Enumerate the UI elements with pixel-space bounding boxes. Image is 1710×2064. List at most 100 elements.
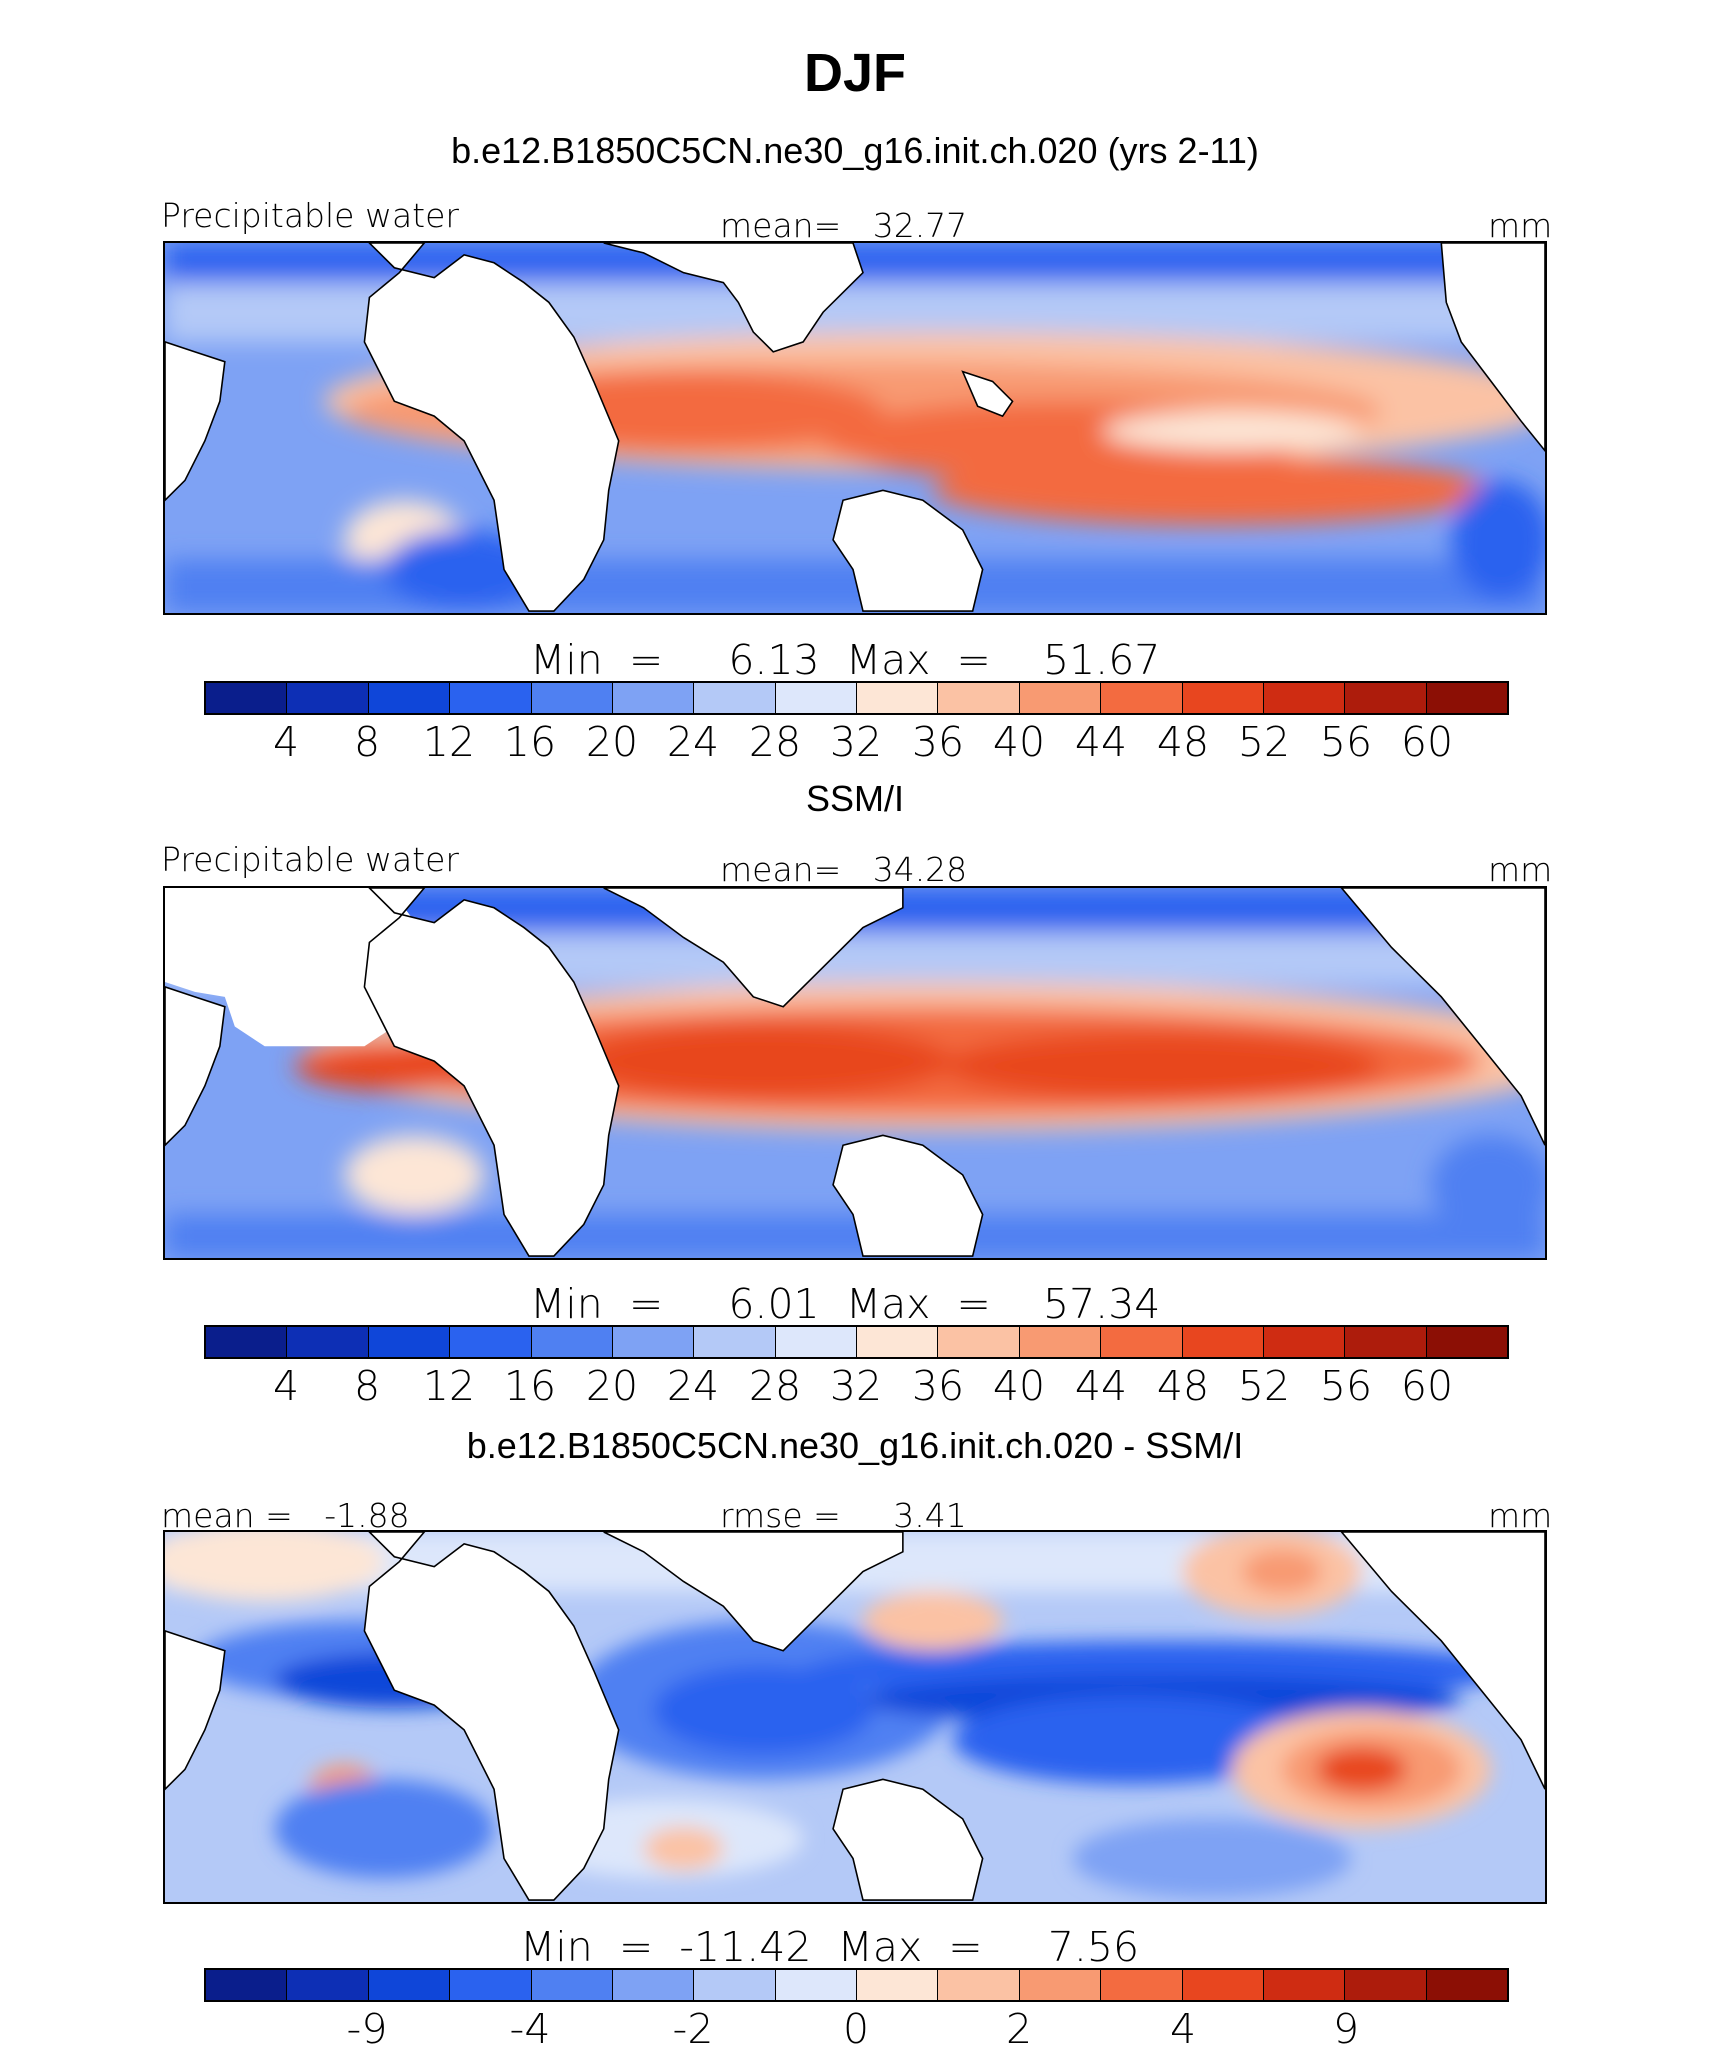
colorbar-box	[206, 1327, 288, 1357]
panel-1-colorbar-tick: 8	[353, 718, 381, 766]
colorbar-box	[287, 1327, 369, 1357]
panel-1-colorbar-tick: 32	[829, 718, 883, 766]
panel-2-colorbar-tick: 28	[748, 1362, 802, 1410]
colorbar-box	[938, 683, 1020, 713]
colorbar-box	[938, 1970, 1020, 2000]
colorbar-box	[368, 1970, 451, 2000]
panel-3-map	[163, 1530, 1547, 1904]
colorbar-box	[1019, 1327, 1102, 1357]
colorbar-box	[1019, 683, 1102, 713]
panel-2-map	[163, 886, 1547, 1260]
panel-1-colorbar-tick: 48	[1156, 718, 1210, 766]
panel-1-min-max: Min = 6.13 Max = 51.67	[530, 636, 1161, 684]
colorbar-box	[206, 683, 288, 713]
colorbar-box	[612, 1970, 695, 2000]
panel-3-min-max: Min = -11.42 Max = 7.56	[520, 1923, 1140, 1971]
panel-3-colorbar-tick: -2	[672, 2005, 714, 2053]
colorbar-box	[775, 1327, 857, 1357]
panel-1-units-label: mm	[1488, 206, 1553, 245]
colorbar-box	[612, 1327, 695, 1357]
colorbar-box	[1345, 683, 1427, 713]
colorbar-box	[1426, 1970, 1507, 2000]
panel-3-units-label: mm	[1488, 1496, 1553, 1535]
colorbar-box	[531, 1327, 613, 1357]
panel-2-colorbar-tick: 20	[585, 1362, 639, 1410]
panel-1-colorbar-tick: 20	[585, 718, 639, 766]
panel-3-colorbar-tick: 2	[1005, 2005, 1033, 2053]
panel-1-colorbar-tick: 12	[422, 718, 476, 766]
colorbar-box	[1263, 683, 1346, 713]
panel-1-colorbar-tick: 44	[1074, 718, 1128, 766]
panel-2-colorbar-tick: 44	[1074, 1362, 1128, 1410]
panel-2-colorbar-tick: 32	[829, 1362, 883, 1410]
panel-2-variable-label: Precipitable water	[161, 840, 459, 879]
panel-1-map	[163, 241, 1547, 615]
colorbar-box	[1101, 1970, 1183, 2000]
panel-3-colorbar-tick: 9	[1332, 2005, 1360, 2053]
colorbar-box	[450, 1327, 532, 1357]
panel-3-colorbar-tick: 0	[842, 2005, 870, 2053]
panel-1-colorbar	[204, 681, 1509, 715]
panel-2-units-label: mm	[1488, 850, 1553, 889]
panel-2-colorbar-tick: 4	[272, 1362, 300, 1410]
colorbar-box	[1101, 683, 1183, 713]
panel-1-colorbar-tick: 56	[1319, 718, 1373, 766]
colorbar-box	[694, 1327, 776, 1357]
panel-1-colorbar-tick: 36	[911, 718, 965, 766]
colorbar-box	[206, 1970, 288, 2000]
colorbar-box	[694, 1970, 776, 2000]
panel-2-min-max: Min = 6.01 Max = 57.34	[530, 1280, 1161, 1328]
panel-1-map-field	[165, 243, 1545, 613]
colorbar-box	[857, 1327, 939, 1357]
panel-2-colorbar-tick: 12	[422, 1362, 476, 1410]
panel-2-colorbar-tick: 36	[911, 1362, 965, 1410]
panel-2-subtitle: SSM/I	[805, 778, 904, 819]
colorbar-box	[938, 1327, 1020, 1357]
colorbar-box	[287, 1970, 369, 2000]
panel-2-colorbar-tick: 40	[992, 1362, 1046, 1410]
colorbar-box	[450, 1970, 532, 2000]
panel-1-variable-label: Precipitable water	[161, 196, 459, 235]
colorbar-box	[1182, 1327, 1264, 1357]
colorbar-box	[368, 1327, 451, 1357]
panel-2-colorbar-tick: 16	[503, 1362, 557, 1410]
panel-2-colorbar-tick: 8	[353, 1362, 381, 1410]
colorbar-box	[1426, 683, 1507, 713]
colorbar-box	[612, 683, 695, 713]
panel-3-colorbar-tick: 4	[1169, 2005, 1197, 2053]
figure-title: DJF	[803, 43, 906, 103]
panel-1-colorbar-tick: 40	[992, 718, 1046, 766]
panel-2-colorbar-tick: 60	[1400, 1362, 1454, 1410]
panel-2-colorbar-tick: 52	[1237, 1362, 1291, 1410]
colorbar-box	[857, 1970, 939, 2000]
colorbar-box	[1426, 1327, 1507, 1357]
panel-1-colorbar-tick: 16	[503, 718, 557, 766]
colorbar-box	[450, 683, 532, 713]
panel-2-colorbar-tick: 24	[666, 1362, 720, 1410]
colorbar-box	[531, 1970, 613, 2000]
panel-3-subtitle: b.e12.B1850C5CN.ne30_g16.init.ch.020 - S…	[466, 1425, 1244, 1466]
panel-2-colorbar-tick: 56	[1319, 1362, 1373, 1410]
colorbar-box	[857, 683, 939, 713]
panel-3-rmse-label: rmse = 3.41	[720, 1496, 967, 1535]
panel-1-colorbar-tick: 52	[1237, 718, 1291, 766]
panel-2-colorbar	[204, 1325, 1509, 1359]
colorbar-box	[531, 683, 613, 713]
colorbar-box	[1101, 1327, 1183, 1357]
panel-3-mean-label: mean = -1.88	[161, 1496, 410, 1535]
panel-3-colorbar	[204, 1968, 1509, 2002]
colorbar-box	[1182, 683, 1264, 713]
panel-2-map-field	[165, 888, 1545, 1258]
colorbar-box	[1345, 1327, 1427, 1357]
colorbar-box	[694, 683, 776, 713]
panel-3-colorbar-tick: -9	[346, 2005, 388, 2053]
panel-1-colorbar-tick: 4	[272, 718, 300, 766]
panel-3-map-field	[165, 1532, 1545, 1902]
panel-1-colorbar-tick: 28	[748, 718, 802, 766]
panel-3-colorbar-tick: -4	[509, 2005, 551, 2053]
panel-1-colorbar-tick: 60	[1400, 718, 1454, 766]
colorbar-box	[775, 683, 857, 713]
colorbar-box	[368, 683, 451, 713]
panel-2-colorbar-tick: 48	[1156, 1362, 1210, 1410]
colorbar-box	[1263, 1327, 1346, 1357]
